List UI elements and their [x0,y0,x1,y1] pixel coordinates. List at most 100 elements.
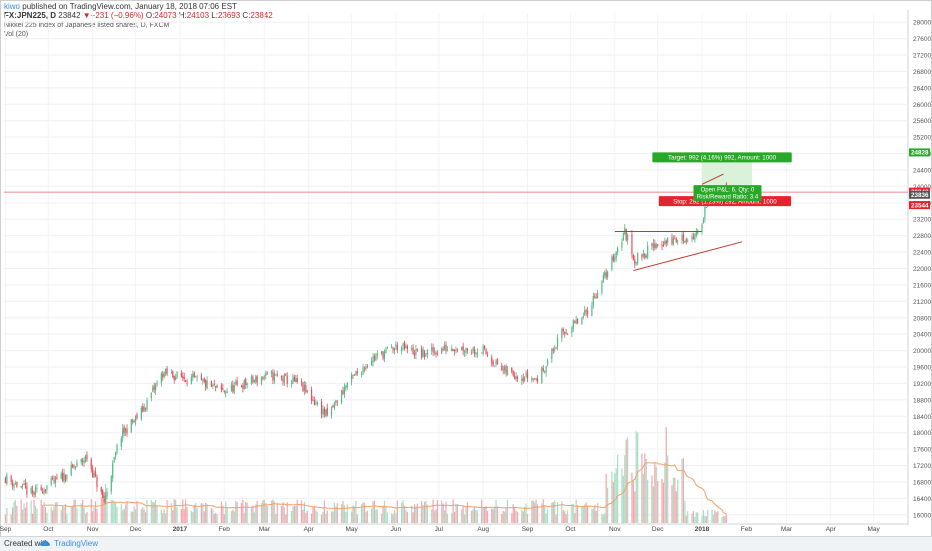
candle-body[interactable] [371,361,373,366]
candle-body[interactable] [534,378,536,379]
candle-body[interactable] [671,236,673,245]
candle-body[interactable] [93,473,95,478]
candle-body[interactable] [315,403,317,405]
candle-body[interactable] [176,371,178,378]
candle-body[interactable] [170,372,172,374]
candle-body[interactable] [634,259,636,265]
candle-body[interactable] [701,224,703,232]
candle-body[interactable] [496,358,499,365]
candle-body[interactable] [516,376,519,380]
candle-body[interactable] [637,253,639,264]
candle-body[interactable] [243,379,245,389]
candle-body[interactable] [280,376,283,378]
candle-body[interactable] [465,347,467,354]
candle-body[interactable] [362,367,364,375]
candle-body[interactable] [20,486,22,487]
candle-body[interactable] [381,351,383,355]
candle-body[interactable] [375,355,377,361]
candle-body[interactable] [156,382,158,385]
candle-body[interactable] [452,348,454,351]
candle-body[interactable] [255,376,257,382]
candle-body[interactable] [625,229,627,241]
candle-body[interactable] [617,247,619,253]
candle-body[interactable] [635,261,637,263]
candle-body[interactable] [33,491,35,496]
candle-body[interactable] [471,351,473,353]
candle-body[interactable] [195,376,197,377]
candle-body[interactable] [50,478,52,485]
candle-body[interactable] [627,235,629,241]
candle-body[interactable] [113,457,115,463]
candle-body[interactable] [687,240,689,242]
candle-body[interactable] [647,245,649,258]
candle-body[interactable] [352,374,354,376]
candle-body[interactable] [372,356,374,363]
candle-body[interactable] [4,478,7,484]
candle-body[interactable] [100,487,102,493]
candle-body[interactable] [270,371,273,374]
candle-body[interactable] [585,310,587,312]
candle-body[interactable] [681,235,683,241]
candle-body[interactable] [346,382,348,388]
candle-body[interactable] [335,400,337,403]
candle-body[interactable] [185,380,187,382]
candle-body[interactable] [704,207,706,220]
candle-body[interactable] [446,349,449,350]
candle-body[interactable] [604,272,606,276]
candle-body[interactable] [574,321,576,323]
candle-body[interactable] [76,461,78,467]
price-chart[interactable]: 16000 16400 16800 17200 17600 18000 18400 18800… [0,0,932,536]
candle-body[interactable] [355,372,357,375]
candle-body[interactable] [506,369,509,375]
candle-body[interactable] [581,317,583,325]
candle-body[interactable] [415,349,417,355]
candle-body[interactable] [345,385,347,389]
candle-body[interactable] [453,349,456,352]
candle-body[interactable] [330,406,333,416]
candle-body[interactable] [350,374,353,382]
candle-body[interactable] [526,370,529,380]
candle-body[interactable] [451,348,453,351]
candle-body[interactable] [196,377,198,378]
candle-body[interactable] [285,374,287,376]
candle-body[interactable] [431,347,433,351]
candle-body[interactable] [486,355,489,357]
candle-body[interactable] [134,415,137,422]
candle-body[interactable] [662,244,665,247]
candle-body[interactable] [84,456,87,462]
candle-body[interactable] [554,348,556,350]
candle-body[interactable] [572,320,574,329]
candle-body[interactable] [615,251,617,258]
candle-body[interactable] [441,348,443,354]
candle-body[interactable] [403,342,406,350]
candle-body[interactable] [546,359,549,365]
candle-body[interactable] [193,373,195,377]
candle-body[interactable] [282,378,284,382]
candle-body[interactable] [43,489,45,494]
candle-body[interactable] [391,346,393,348]
candle-body[interactable] [385,348,387,354]
candle-body[interactable] [432,346,434,353]
candle-body[interactable] [56,477,58,479]
candle-body[interactable] [442,349,444,351]
candle-body[interactable] [32,489,34,494]
candle-body[interactable] [365,366,367,370]
candle-body[interactable] [23,484,25,485]
candle-body[interactable] [481,352,483,354]
candle-body[interactable] [245,378,247,385]
candle-body[interactable] [155,384,157,391]
candle-body[interactable] [30,488,32,494]
candle-body[interactable] [495,360,497,365]
candle-body[interactable] [136,413,138,419]
candle-body[interactable] [601,281,603,293]
candle-body[interactable] [173,375,175,381]
candle-body[interactable] [293,376,295,382]
candle-body[interactable] [306,390,308,392]
candle-body[interactable] [203,378,205,382]
candle-body[interactable] [536,378,539,383]
candle-body[interactable] [677,240,679,242]
candle-body[interactable] [124,428,127,433]
candle-body[interactable] [373,356,376,360]
candle-body[interactable] [461,346,463,350]
candle-body[interactable] [631,234,633,255]
